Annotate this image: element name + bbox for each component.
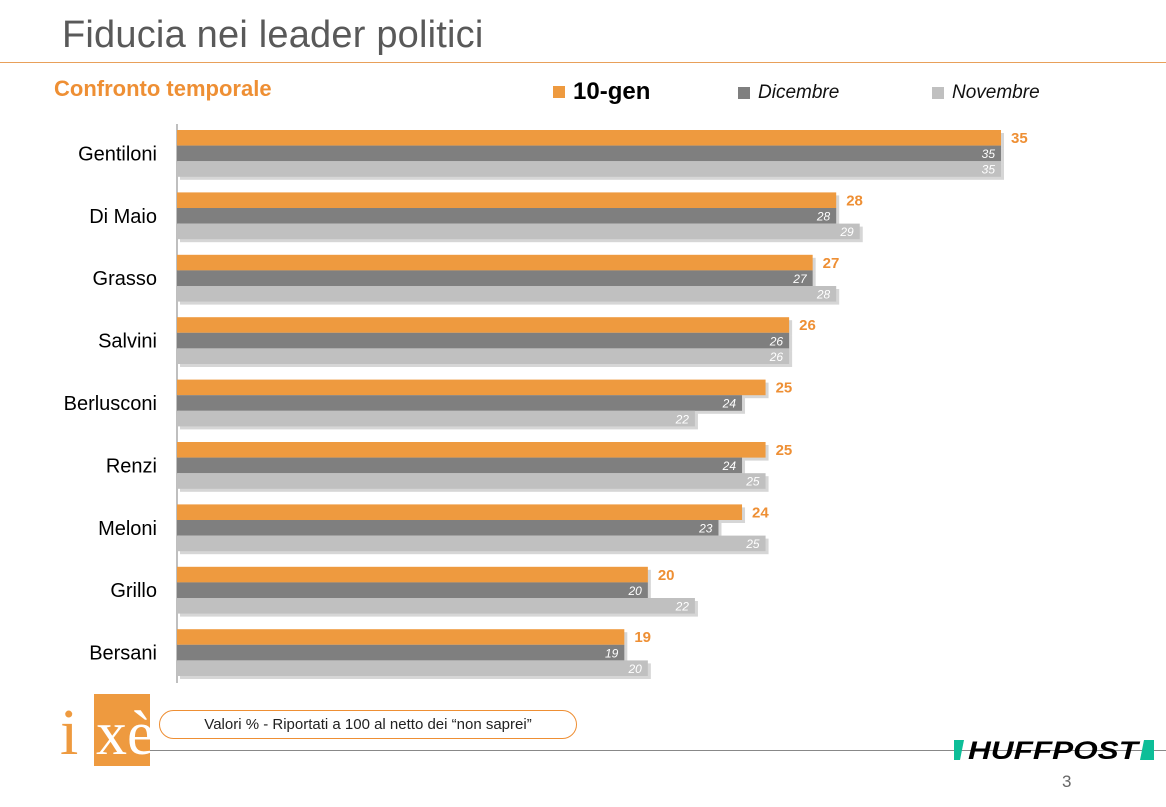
bar-bersani-10-gen bbox=[177, 629, 625, 645]
data-label-di-maio-10-gen: 28 bbox=[846, 192, 863, 209]
legend-swatch-novembre bbox=[932, 87, 944, 99]
data-label-di-maio-dicembre: 28 bbox=[816, 210, 831, 224]
bar-berlusconi-10-gen bbox=[177, 379, 766, 396]
bar-grasso-10-gen bbox=[177, 254, 813, 271]
data-label-grasso-10-gen: 27 bbox=[823, 255, 840, 272]
title-divider bbox=[0, 62, 1166, 63]
legend-label-10-gen: 10-gen bbox=[573, 78, 651, 105]
data-label-renzi-10-gen: 25 bbox=[776, 442, 793, 459]
bar-gentiloni-dicembre bbox=[177, 145, 1001, 162]
data-label-bersani-10-gen: 19 bbox=[634, 629, 651, 646]
bar-gentiloni-novembre bbox=[177, 161, 1001, 177]
bar-renzi-dicembre bbox=[177, 457, 743, 474]
bar-berlusconi-dicembre bbox=[177, 395, 743, 411]
huffpost-logo-left-mark bbox=[954, 740, 964, 760]
legend-item-10-gen: 10-gen bbox=[553, 78, 650, 106]
bar-grillo-10-gen bbox=[177, 566, 648, 583]
legend-label-dicembre: Dicembre bbox=[758, 82, 840, 103]
bar-grasso-dicembre bbox=[177, 270, 813, 286]
data-label-berlusconi-dicembre: 24 bbox=[722, 397, 737, 411]
bar-gentiloni-10-gen bbox=[177, 130, 1001, 146]
legend-swatch-dicembre bbox=[738, 87, 750, 99]
huffpost-logo-text: HUFFPOST bbox=[968, 737, 1141, 764]
data-label-grasso-novembre: 28 bbox=[816, 288, 831, 302]
data-label-gentiloni-dicembre: 35 bbox=[982, 147, 996, 161]
ixe-logo-text-i: i bbox=[60, 696, 78, 766]
page-number: 3 bbox=[1062, 772, 1072, 791]
bar-renzi-10-gen bbox=[177, 442, 766, 458]
data-label-berlusconi-novembre: 22 bbox=[675, 412, 690, 426]
bar-di-maio-10-gen bbox=[177, 192, 837, 208]
ixe-logo-block bbox=[94, 694, 150, 766]
data-label-gentiloni-novembre: 35 bbox=[982, 163, 996, 177]
data-label-bersani-dicembre: 19 bbox=[605, 646, 619, 660]
bar-meloni-dicembre bbox=[177, 520, 719, 536]
category-label-bersani: Bersani bbox=[89, 643, 157, 665]
data-label-salvini-novembre: 26 bbox=[769, 350, 784, 364]
data-label-gentiloni-10-gen: 35 bbox=[1011, 130, 1028, 147]
category-label-renzi: Renzi bbox=[106, 455, 157, 477]
bar-di-maio-novembre bbox=[177, 223, 860, 240]
legend-label-novembre: Novembre bbox=[952, 82, 1040, 103]
data-label-renzi-novembre: 25 bbox=[745, 475, 760, 489]
footnote-box: Valori % - Riportati a 100 al netto dei … bbox=[159, 710, 577, 739]
page-title: Fiducia nei leader politici bbox=[62, 14, 484, 56]
bar-di-maio-dicembre bbox=[177, 208, 837, 224]
bar-bersani-novembre bbox=[177, 660, 648, 676]
legend-swatch-10-gen bbox=[553, 86, 565, 98]
category-label-di-maio: Di Maio bbox=[89, 206, 157, 228]
bar-meloni-10-gen bbox=[177, 504, 743, 520]
bar-salvini-10-gen bbox=[177, 317, 790, 333]
bar-grasso-novembre bbox=[177, 286, 837, 302]
bar-renzi-novembre bbox=[177, 473, 766, 489]
bar-meloni-novembre bbox=[177, 535, 766, 552]
data-label-meloni-novembre: 25 bbox=[745, 537, 760, 551]
data-label-grillo-dicembre: 20 bbox=[627, 584, 642, 598]
data-label-meloni-10-gen: 24 bbox=[752, 504, 769, 521]
data-label-di-maio-novembre: 29 bbox=[839, 225, 854, 239]
huffpost-logo: HUFFPOST bbox=[954, 737, 1154, 764]
data-label-berlusconi-10-gen: 25 bbox=[776, 380, 793, 397]
data-label-salvini-dicembre: 26 bbox=[769, 334, 784, 348]
huffpost-logo-right-mark bbox=[1140, 740, 1154, 760]
bar-salvini-novembre bbox=[177, 348, 790, 364]
bar-grillo-dicembre bbox=[177, 582, 648, 598]
category-label-grillo: Grillo bbox=[110, 580, 157, 602]
category-label-gentiloni: Gentiloni bbox=[78, 143, 157, 165]
category-label-meloni: Meloni bbox=[98, 518, 157, 540]
data-label-salvini-10-gen: 26 bbox=[799, 317, 816, 334]
chart-subtitle: Confronto temporale bbox=[54, 76, 272, 101]
data-label-grasso-dicembre: 27 bbox=[792, 272, 808, 286]
data-label-grillo-10-gen: 20 bbox=[658, 567, 675, 584]
category-label-berlusconi: Berlusconi bbox=[64, 393, 157, 415]
bar-berlusconi-novembre bbox=[177, 410, 695, 427]
category-label-grasso: Grasso bbox=[93, 268, 157, 290]
legend-item-novembre: Novembre bbox=[932, 82, 1040, 104]
legend-item-dicembre: Dicembre bbox=[738, 82, 839, 104]
data-label-renzi-dicembre: 24 bbox=[722, 459, 737, 473]
ixe-logo-text-xe: xè bbox=[96, 700, 152, 766]
bar-salvini-dicembre bbox=[177, 332, 790, 349]
bar-grillo-novembre bbox=[177, 598, 695, 614]
category-label-salvini: Salvini bbox=[98, 331, 157, 353]
data-label-bersani-novembre: 20 bbox=[627, 662, 642, 676]
ixe-logo: i xè bbox=[60, 694, 152, 766]
data-label-grillo-novembre: 22 bbox=[675, 600, 690, 614]
bar-bersani-dicembre bbox=[177, 644, 625, 661]
data-label-meloni-dicembre: 23 bbox=[698, 522, 713, 536]
footer-divider bbox=[150, 750, 1166, 751]
